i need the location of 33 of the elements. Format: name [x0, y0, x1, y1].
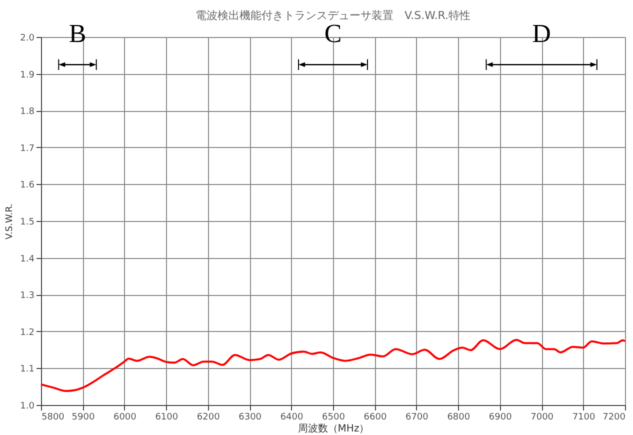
y-tick-label: 1.1 — [20, 364, 34, 375]
series-label: D — [532, 19, 551, 48]
x-tick-label: 7200 — [602, 412, 626, 422]
x-tick-label: 7100 — [572, 412, 596, 422]
y-tick-label: 1.7 — [20, 144, 34, 154]
x-tick-label: 6500 — [322, 412, 346, 422]
y-axis-title: V.S.W.R. — [5, 204, 16, 240]
x-tick-label: 6400 — [280, 412, 304, 422]
y-tick-label: 1.9 — [20, 70, 35, 80]
x-tick-label: 6300 — [238, 412, 262, 422]
x-tick-label: 5900 — [72, 412, 95, 422]
x-tick-label: 7000 — [530, 412, 554, 422]
x-tick-label: 6700 — [405, 412, 429, 422]
x-tick-label: 6200 — [196, 412, 220, 422]
y-tick-label: 1.0 — [20, 402, 35, 412]
chart-title: 電波検出機能付きトランスデューサ装置 V.S.W.R.特性 — [196, 9, 470, 22]
series-label: B — [68, 19, 86, 48]
line-series — [40, 338, 626, 392]
y-tick-label: 1.2 — [20, 328, 34, 338]
y-tick-label: 2.0 — [20, 34, 35, 44]
x-tick-label: 5800 — [42, 412, 65, 422]
x-tick-label: 6600 — [364, 412, 387, 422]
y-tick-label: 1.5 — [20, 218, 34, 228]
y-tick-label: 1.8 — [20, 107, 35, 118]
x-axis-title: 周波数（MHz） — [298, 422, 370, 434]
y-tick-label: 1.3 — [20, 291, 34, 302]
y-tick-label: 1.6 — [20, 180, 35, 191]
x-tick-label: 6800 — [447, 412, 470, 422]
series-label: C — [324, 19, 342, 48]
x-tick-label: 6100 — [155, 412, 178, 422]
x-tick-label: 6900 — [488, 412, 512, 422]
x-tick-label: 6000 — [113, 412, 137, 422]
y-tick-label: 1.4 — [20, 254, 35, 264]
